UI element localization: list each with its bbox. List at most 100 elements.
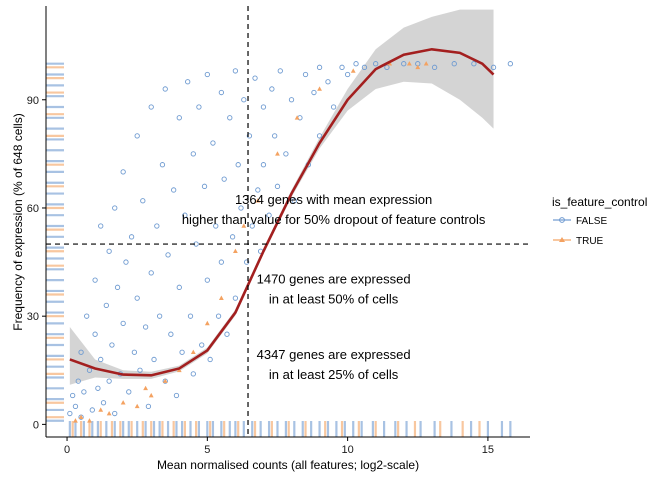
point-false [140,198,146,204]
point-false [339,64,345,70]
point-false [221,176,227,182]
point-false [70,392,76,399]
point-false [302,71,309,78]
legend-label-false: FALSE [576,216,607,227]
point-false [196,104,202,110]
point-false [128,234,135,240]
point-false [95,385,101,391]
point-false [311,89,317,96]
point-true [423,61,429,66]
point-false [316,133,323,139]
point-false [235,162,241,168]
x-tick-label: 10 [341,444,353,456]
point-false [171,187,177,193]
point-false [142,324,149,330]
annotation-line: 4347 genes are expressed [257,347,411,362]
point-false [114,284,121,290]
point-true [73,418,78,423]
y-tick-label: 90 [27,95,39,107]
y-tick-label: 60 [27,203,39,215]
point-false [243,259,250,265]
loess-confidence-band [69,9,494,385]
point-false [120,169,126,175]
point-false [123,259,129,265]
point-false [227,115,233,121]
point-false [103,302,109,309]
x-tick-label: 5 [204,444,210,456]
point-false [218,259,225,265]
point-false [207,356,213,363]
point-false [232,68,239,74]
point-false [148,104,154,110]
point-true [148,392,154,398]
point-false [288,97,295,103]
point-false [384,64,390,70]
loess-fit-line [69,47,495,377]
point-false [229,234,236,240]
point-false [218,89,225,96]
point-false [199,342,205,348]
point-false [137,367,143,373]
point-false [67,410,73,417]
point-false [148,270,154,276]
point-false [451,61,457,67]
x-axis-ticks: 0 5 10 15 [64,437,494,456]
point-false [277,68,283,74]
annotation-line: in at least 25% of cells [269,367,399,382]
point-true [87,418,92,423]
point-false [100,400,107,406]
legend-entry-false: FALSE [553,216,607,227]
marginal-rug [46,62,512,437]
y-tick-label: 30 [27,311,39,323]
point-false [134,133,140,139]
point-false [86,367,93,373]
point-true [255,198,261,203]
point-true [218,295,224,300]
point-false [134,295,140,301]
point-false [274,183,281,189]
point-true [162,378,168,383]
point-false [126,389,132,395]
point-false [112,205,118,211]
legend-entry-true: TRUE [553,236,604,247]
point-false [173,392,180,399]
point-false [204,277,210,283]
point-true [415,64,421,70]
point-false [344,71,351,78]
point-false [238,205,244,211]
point-false [182,212,188,218]
point-true [143,385,149,391]
point-false [224,331,230,337]
point-false [176,115,182,121]
point-false [215,313,222,319]
annotation-line: higher than value for 50% dropout of fea… [182,212,486,227]
point-false [401,61,407,67]
x-tick-label: 15 [482,444,494,456]
point-false [78,349,84,355]
point-true [176,367,182,373]
y-axis-ticks: 0 30 60 90 [27,95,46,431]
point-false [81,389,87,395]
point-false [72,403,79,409]
point-false [255,187,261,193]
point-false [109,342,115,348]
point-false [165,252,171,258]
point-false [120,320,126,327]
point-false [232,295,239,301]
point-true [275,151,280,156]
point-false [266,212,272,218]
legend-label-true: TRUE [576,236,604,247]
chart-annotations: 1364 genes with mean expression higher th… [182,192,486,382]
y-axis-title: Frequency of expression (% of 648 cells) [11,113,25,330]
point-false [145,403,152,409]
point-true [241,223,247,228]
point-false [260,162,267,168]
point-false [373,61,379,67]
point-false [106,378,112,384]
point-true [204,320,210,326]
point-false [283,151,289,157]
confidence-band-area [69,9,494,385]
point-false [106,248,112,254]
point-true [190,349,196,355]
x-axis-title: Mean normalised counts (all features; lo… [157,458,419,472]
